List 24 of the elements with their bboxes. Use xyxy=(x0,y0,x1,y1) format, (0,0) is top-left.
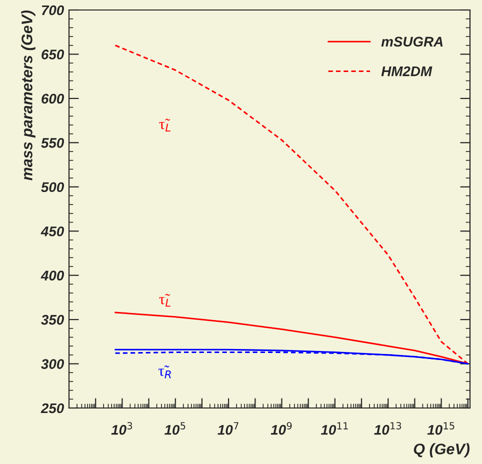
annotation: τ̃$_{L}$ xyxy=(159,118,170,132)
y-tick-label: 500 xyxy=(41,182,64,192)
y-tick-label: 350 xyxy=(41,314,64,325)
y-tick-label: 700 xyxy=(42,5,64,16)
x-tick-label: 10$^{9}$ xyxy=(270,422,292,435)
x-tick-label: 10$^{3}$ xyxy=(111,422,132,435)
y-tick-label: 250 xyxy=(40,403,64,414)
legend-label: HM2DM xyxy=(381,66,432,76)
y-tick-label: 650 xyxy=(42,50,64,60)
x-tick-label: 10$^{13}$ xyxy=(374,422,402,435)
x-axis-title: Q (GeV) xyxy=(414,443,470,458)
y-tick-label: 400 xyxy=(40,270,64,281)
annotation: τ̃$_{L}$ xyxy=(159,294,170,307)
x-tick-label: 10$^{5}$ xyxy=(164,422,186,435)
y-tick-label: 550 xyxy=(41,138,64,148)
x-tick-label: 10$^{15}$ xyxy=(427,422,454,435)
y-tick-label: 300 xyxy=(41,359,64,369)
y-axis-title: mass parameters (GeV) xyxy=(21,10,36,180)
y-tick-label: 450 xyxy=(40,226,64,236)
legend-label: mSUGRA xyxy=(381,36,443,47)
annotation: τ̃$_{R}$ xyxy=(158,365,171,378)
y-tick-label: 600 xyxy=(42,94,64,104)
x-tick-label: 10$^{7}$ xyxy=(218,422,238,435)
x-tick-label: 10$^{11}$ xyxy=(320,422,348,435)
